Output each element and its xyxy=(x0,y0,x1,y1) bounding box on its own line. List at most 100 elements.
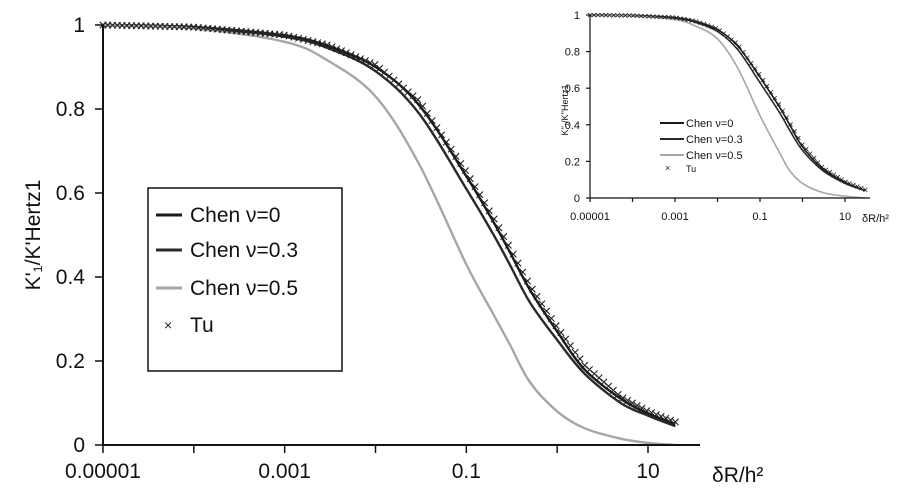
inset-tu-marker-29 xyxy=(701,21,707,27)
main-tu-marker-68 xyxy=(423,109,431,117)
inset-x-axis-label: δR/h² xyxy=(862,213,889,225)
inset-legend-label-0: Chen ν=0 xyxy=(686,118,733,130)
main-tu-marker-117 xyxy=(657,412,665,420)
inset-tu-marker-18 xyxy=(658,14,664,20)
main-tu-marker-111 xyxy=(628,399,637,407)
inset-y-ticks: 0 0.2 0.4 0.6 0.8 1 xyxy=(565,10,590,205)
main-tu-marker-55 xyxy=(361,57,369,65)
main-legend: Chen ν=0 Chen ν=0.3 Chen ν=0.5 × Tu xyxy=(147,187,343,372)
main-chart: 0 0.2 0.4 0.6 0.8 1 0.00001 0.001 0.1 10 δR/h² K… xyxy=(22,14,763,487)
main-tu-marker-113 xyxy=(638,404,646,412)
main-tu-marker-110 xyxy=(624,396,632,405)
inset-tu-marker-8 xyxy=(619,13,624,18)
inset-tu-marker-24 xyxy=(682,16,687,22)
inset-tu-marker-47 xyxy=(772,95,778,101)
inset-tu-marker-1 xyxy=(591,12,597,18)
inset-y-tick-label-3: 0.6 xyxy=(565,83,580,95)
inset-tu-marker-45 xyxy=(764,83,770,89)
inset-tu-marker-19 xyxy=(662,14,668,20)
inset-tu-marker-4 xyxy=(603,12,609,18)
main-x-tick-label-3: 10 xyxy=(636,460,659,483)
inset-tu-marker-11 xyxy=(630,13,636,18)
inset-tu-marker-42 xyxy=(752,66,758,71)
inset-y-tick-label-2: 0.4 xyxy=(565,120,580,132)
main-x-tick-label-2: 0.1 xyxy=(452,460,481,483)
inset-tu-marker-17 xyxy=(654,14,660,19)
inset-tu-marker-60 xyxy=(823,167,829,173)
inset-tu-marker-54 xyxy=(800,142,805,147)
inset-x-tick-label-3: 10 xyxy=(839,211,851,223)
inset-tu-marker-67 xyxy=(851,182,856,188)
inset-tu-marker-28 xyxy=(697,20,703,25)
inset-x-ticks: 0.00001 0.001 0.1 10 xyxy=(570,198,851,223)
inset-tu-marker-59 xyxy=(819,164,825,170)
inset-x-tick-label-0: 0.00001 xyxy=(570,211,610,223)
inset-tu-marker-10 xyxy=(627,13,632,18)
main-tu-marker-58 xyxy=(376,64,384,72)
inset-tu-marker-43 xyxy=(756,71,762,77)
main-tu-marker-77 xyxy=(466,175,474,183)
main-y-tick-label-5: 1 xyxy=(73,14,85,37)
inset-tu-marker-65 xyxy=(843,179,848,185)
inset-x-tick-label-1: 0.001 xyxy=(661,211,689,223)
inset-tu-marker-3 xyxy=(599,12,605,18)
inset-tu-marker-35 xyxy=(725,34,730,39)
inset-tu-marker-21 xyxy=(670,15,675,20)
main-x-tick-label-1: 0.001 xyxy=(258,460,311,483)
inset-tu-marker-58 xyxy=(815,160,821,165)
main-tu-marker-118 xyxy=(662,414,670,422)
main-tu-marker-84 xyxy=(500,232,508,241)
inset-legend-item-3: × Tu xyxy=(665,163,696,174)
inset-tu-marker-52 xyxy=(792,128,797,134)
main-tu-marker-112 xyxy=(633,401,641,410)
main-legend-box xyxy=(147,187,343,372)
main-tu-marker-81 xyxy=(485,207,493,215)
inset-tu-marker-66 xyxy=(847,181,852,186)
main-tu-marker-96 xyxy=(557,328,565,337)
main-tu-marker-86 xyxy=(509,250,517,258)
main-y-ticks: 0 0.2 0.4 0.6 0.8 1 xyxy=(56,14,103,457)
inset-series-line-1 xyxy=(589,14,866,192)
inset-tu-marker-9 xyxy=(623,13,628,18)
main-tu-marker-60 xyxy=(385,72,393,80)
main-tu-marker-75 xyxy=(457,159,465,168)
main-y-tick-label-1: 0.2 xyxy=(56,350,85,373)
inset-legend-item-0: Chen ν=0 xyxy=(660,118,733,130)
main-y-tick-label-4: 0.8 xyxy=(56,98,85,121)
main-legend-item-0: Chen ν=0 xyxy=(156,204,280,227)
main-tu-marker-48 xyxy=(328,43,336,51)
inset-tu-marker-36 xyxy=(729,37,734,42)
main-tu-marker-52 xyxy=(347,51,355,59)
main-tu-marker-65 xyxy=(409,92,417,100)
inset-tu-marker-2 xyxy=(595,12,601,18)
main-tu-marker-92 xyxy=(538,300,546,308)
main-tu-marker-93 xyxy=(542,307,551,315)
main-tu-marker-59 xyxy=(380,68,388,76)
main-tu-marker-67 xyxy=(418,102,427,110)
main-tu-marker-87 xyxy=(514,259,522,267)
inset-tu-marker-37 xyxy=(733,40,738,45)
main-legend-item-2: Chen ν=0.5 xyxy=(156,277,298,300)
main-tu-marker-78 xyxy=(471,183,479,191)
main-y-axis-label: K'₁/K'Hertz1 xyxy=(22,180,45,291)
inset-tu-marker-50 xyxy=(784,115,789,120)
inset-tu-marker-32 xyxy=(713,25,719,31)
inset-x-tick-label-2: 0.1 xyxy=(752,211,767,223)
main-tu-marker-63 xyxy=(399,84,408,92)
main-tu-marker-64 xyxy=(404,88,412,96)
inset-tu-marker-62 xyxy=(831,172,837,177)
main-tu-marker-109 xyxy=(619,394,627,402)
main-tu-marker-76 xyxy=(461,167,470,175)
main-tu-marker-98 xyxy=(566,342,575,350)
main-legend-item-3: × Tu xyxy=(164,314,214,337)
inset-tu-marker-46 xyxy=(768,89,774,95)
inset-tu-marker-5 xyxy=(607,12,612,18)
inset-legend-label-2: Chen ν=0.5 xyxy=(686,150,743,162)
inset-tu-marker-7 xyxy=(615,13,620,18)
inset-y-axis-label: K''₁/K''Hertz1 xyxy=(560,85,570,136)
inset-tu-marker-27 xyxy=(693,19,699,24)
main-tu-marker-69 xyxy=(428,116,436,125)
main-tu-marker-56 xyxy=(366,59,374,67)
main-tu-marker-99 xyxy=(571,348,579,356)
main-tu-marker-57 xyxy=(371,61,379,69)
